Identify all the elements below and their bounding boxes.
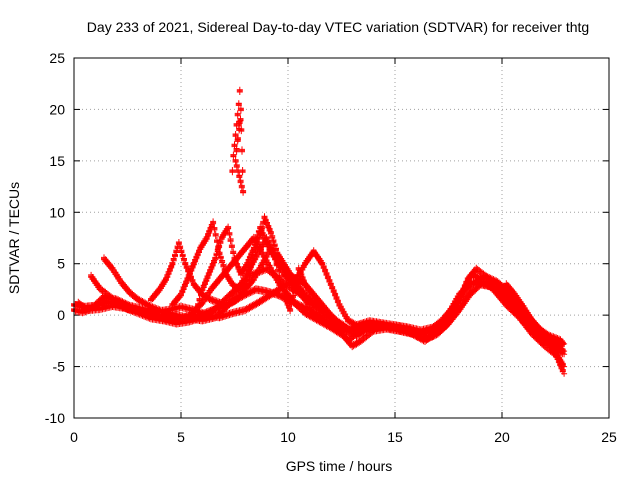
series-layer — [71, 86, 568, 377]
plot-frame — [73, 57, 610, 419]
y-tick-label: 5 — [57, 256, 65, 272]
y-tick-label: 25 — [49, 50, 65, 66]
x-tick-label: 5 — [177, 429, 185, 445]
series-markers — [503, 280, 568, 377]
x-axis: 0 5 10 15 20 25 — [70, 58, 617, 445]
series-trace-g — [195, 223, 326, 315]
x-tick-label: 0 — [70, 429, 78, 445]
series-markers — [229, 86, 247, 196]
chart-title: Day 233 of 2021, Sidereal Day-to-day VTE… — [87, 19, 589, 35]
x-tick-label: 15 — [387, 429, 403, 445]
y-tick-label: 0 — [57, 307, 65, 323]
y-tick-label: 20 — [49, 101, 65, 117]
grid — [74, 58, 609, 418]
x-tick-label: 25 — [601, 429, 617, 445]
y-axis-label: SDTVAR / TECUs — [6, 182, 22, 294]
x-tick-label: 20 — [494, 429, 510, 445]
series-trace-i — [503, 280, 568, 377]
y-tick-label: -10 — [45, 410, 65, 426]
series-spike — [229, 86, 247, 196]
x-axis-label: GPS time / hours — [286, 458, 393, 474]
y-axis: -10 -5 0 5 10 15 20 25 — [45, 50, 609, 426]
y-tick-label: 15 — [49, 153, 65, 169]
y-tick-label: -5 — [53, 359, 66, 375]
y-tick-label: 10 — [49, 204, 65, 220]
x-tick-label: 10 — [280, 429, 296, 445]
series-markers — [195, 223, 326, 315]
